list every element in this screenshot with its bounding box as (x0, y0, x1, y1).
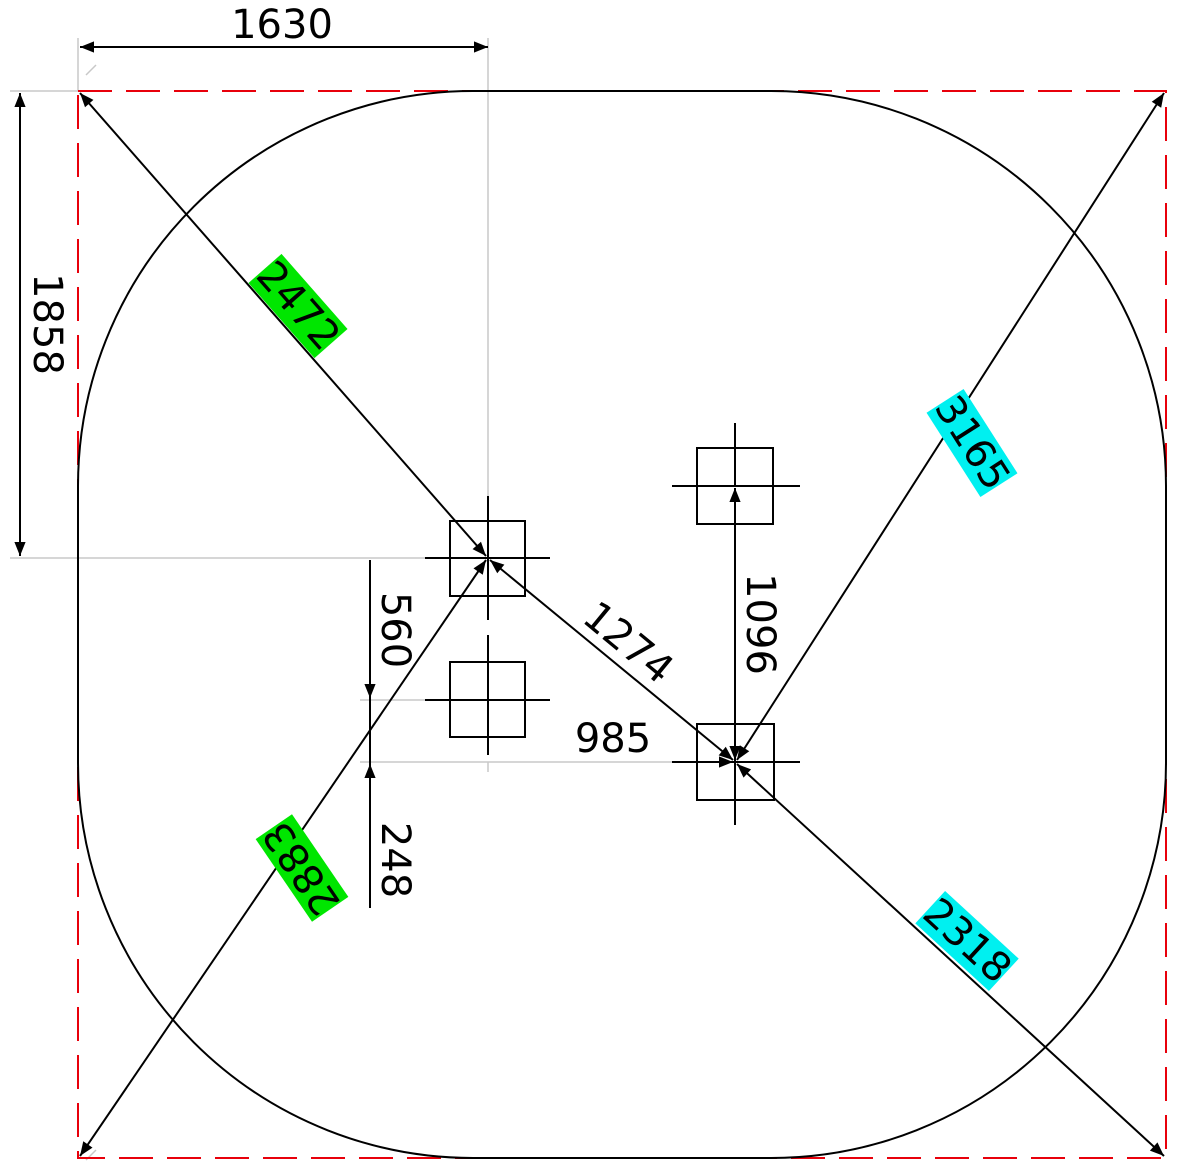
mount-point-center (425, 496, 550, 620)
dim-label-horizontal: 985 (575, 716, 651, 762)
dimension-lines (14, 41, 1165, 1157)
rounded-outline (77, 90, 1167, 1159)
mount-point-lower-left (425, 635, 550, 755)
dim-label-vertical-upper: 560 (372, 592, 418, 668)
highlight-diag-top-left (248, 253, 348, 359)
dim-label-height: 1858 (24, 273, 70, 375)
dim-line-diag-top-left (79, 92, 487, 557)
dim-label-vertical-right: 1096 (737, 573, 783, 675)
highlight-diag-bottom-left (255, 814, 349, 922)
dim-label-width: 1630 (231, 2, 333, 48)
dim-line-diag-bottom-right (736, 763, 1165, 1157)
dim-label-vertical-lower: 248 (372, 822, 418, 898)
dim-label-diag-top-left: 2472 (247, 253, 349, 360)
highlight-diag-top-right (926, 389, 1018, 497)
dim-label-diag-bottom-left: 2883 (254, 813, 349, 923)
highlight-diag-bottom-right (915, 890, 1019, 992)
dim-line-center-right (489, 559, 734, 761)
